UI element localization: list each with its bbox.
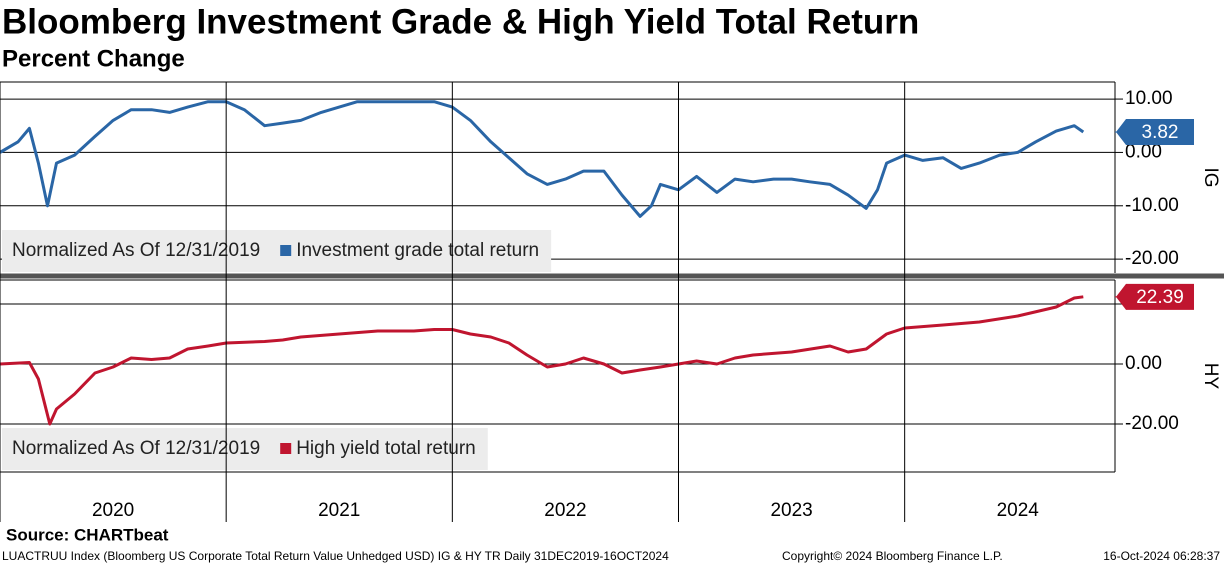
- source: Source: CHARTbeat: [6, 525, 169, 544]
- subtitle: Percent Change: [2, 45, 185, 72]
- y-tick-label: -10.00: [1125, 195, 1179, 216]
- y-axis-label: IG: [1200, 167, 1221, 187]
- legend-box: [2, 230, 552, 272]
- last-value-label: 22.39: [1136, 287, 1184, 308]
- legend-title: Normalized As Of 12/31/2019: [12, 438, 260, 459]
- x-tick-label: 2020: [92, 500, 134, 521]
- y-tick-label: 0.00: [1125, 353, 1162, 374]
- x-tick-label: 2022: [544, 500, 586, 521]
- legend-swatch: [280, 245, 292, 256]
- x-tick-label: 2021: [318, 500, 360, 521]
- y-tick-label: -20.00: [1125, 248, 1179, 269]
- title: Bloomberg Investment Grade & High Yield …: [2, 2, 919, 41]
- y-tick-label: 10.00: [1125, 88, 1173, 109]
- legend-title: Normalized As Of 12/31/2019: [12, 240, 260, 261]
- footer-copyright: Copyright© 2024 Bloomberg Finance L.P.: [782, 549, 1003, 563]
- last-value-label: 3.82: [1142, 122, 1179, 143]
- footer-timestamp: 16-Oct-2024 06:28:37: [1103, 549, 1220, 563]
- last-value-tag: [1116, 283, 1194, 310]
- series-line: [0, 100, 1085, 218]
- last-value-tag: [1116, 119, 1194, 146]
- legend-swatch: [280, 443, 292, 454]
- series-line: [0, 295, 1084, 426]
- legend-label: High yield total return: [296, 438, 476, 459]
- x-tick-label: 2024: [997, 500, 1040, 521]
- legend-box: [2, 428, 488, 470]
- y-axis-label: HY: [1200, 363, 1221, 390]
- y-tick-label: 0.00: [1125, 141, 1162, 162]
- footer-description: LUACTRUU Index (Bloomberg US Corporate T…: [2, 549, 669, 563]
- legend-label: Investment grade total return: [296, 240, 539, 261]
- x-tick-label: 2023: [770, 500, 812, 521]
- y-tick-label: -20.00: [1125, 413, 1179, 434]
